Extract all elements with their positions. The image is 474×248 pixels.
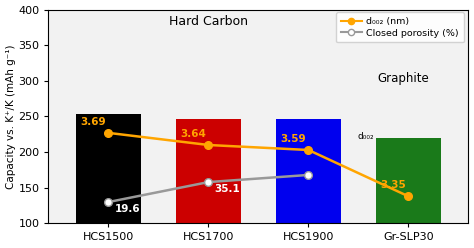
- Text: Hard Carbon: Hard Carbon: [169, 15, 247, 28]
- Legend: d₀₀₂ (nm), Closed porosity (%): d₀₀₂ (nm), Closed porosity (%): [336, 12, 464, 42]
- Bar: [76, 114, 141, 223]
- Text: 3.35: 3.35: [381, 181, 406, 190]
- Text: Graphite: Graphite: [377, 72, 429, 85]
- Text: 3.64: 3.64: [181, 129, 206, 139]
- Text: 3.59: 3.59: [281, 134, 306, 144]
- Y-axis label: Capacity vs. K⁺/K (mAh g⁻¹): Capacity vs. K⁺/K (mAh g⁻¹): [6, 44, 16, 189]
- Text: 3.69: 3.69: [81, 117, 106, 127]
- Text: 19.6: 19.6: [115, 204, 140, 214]
- Bar: [176, 119, 241, 223]
- Text: d₀₀₂: d₀₀₂: [357, 132, 374, 141]
- Text: 38.6: 38.6: [314, 177, 340, 187]
- Text: 35.1: 35.1: [214, 184, 240, 194]
- Bar: [276, 119, 341, 223]
- Bar: [376, 138, 441, 223]
